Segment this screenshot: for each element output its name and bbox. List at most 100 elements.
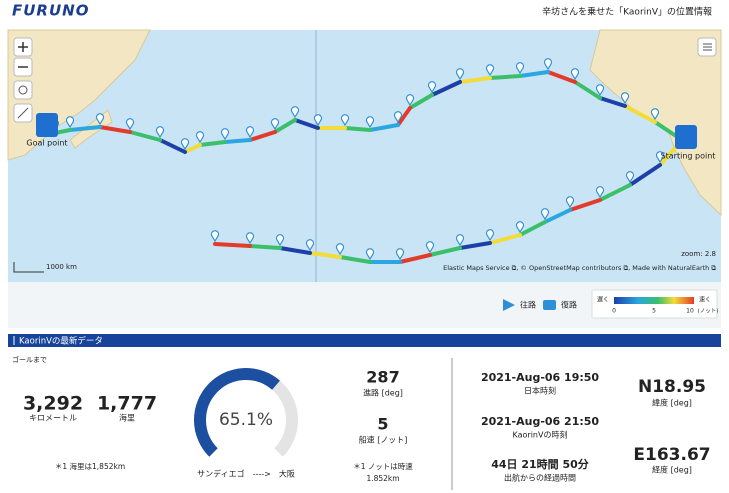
route-segment — [128, 130, 162, 142]
section-bar — [8, 334, 721, 347]
elapsed-label: 出航からの経過時間 — [504, 473, 576, 483]
japan-time: 2021-Aug-06 19:50 — [481, 371, 599, 384]
route-segment — [430, 80, 462, 97]
position-pin — [427, 81, 437, 94]
distance-heading: ゴールまで — [12, 355, 47, 364]
legend-slow: 遅く — [597, 297, 609, 304]
distance-km: 3,292 — [23, 393, 83, 415]
route-segment — [458, 76, 492, 84]
route-segment — [338, 255, 372, 264]
position-pin — [485, 229, 495, 242]
route-segment — [518, 70, 550, 78]
legend-tick: 5 — [652, 308, 656, 315]
route-segment — [343, 126, 372, 132]
position-pin — [650, 108, 660, 121]
gauge-progress — [194, 368, 280, 457]
route-segment — [248, 244, 282, 250]
route-segment — [248, 130, 277, 142]
section-title: KaorinⅤの最新データ — [19, 336, 103, 347]
position-pin — [620, 92, 630, 105]
japan-label: 日本時刻 — [524, 386, 556, 396]
route-segment — [308, 251, 342, 259]
route-segment — [158, 138, 187, 154]
locate[interactable] — [13, 80, 33, 100]
position-pin — [393, 111, 403, 124]
speed-value: 5 — [377, 415, 388, 434]
legend-tick: 0 — [612, 308, 616, 315]
position-pin — [543, 58, 553, 71]
route-segment — [488, 74, 522, 80]
route-segment — [273, 118, 297, 134]
position-pin — [625, 171, 635, 184]
route-segment — [568, 198, 602, 212]
start-label: Starting point — [661, 152, 716, 161]
position-pin — [180, 138, 190, 151]
longitude: E163.67 — [633, 445, 710, 465]
position-pin — [405, 94, 415, 107]
position-pin — [220, 128, 230, 141]
legend-fast: 速く — [699, 297, 711, 304]
route-segment — [546, 70, 577, 84]
route-segment — [598, 183, 632, 202]
position-pin — [305, 239, 315, 252]
position-pin — [95, 113, 105, 126]
position-pin — [515, 221, 525, 234]
route-segment — [623, 104, 657, 124]
route-segment — [98, 125, 132, 134]
route-segment — [223, 138, 252, 144]
latitude-label: 緯度 [deg] — [652, 398, 692, 408]
position-pin — [340, 114, 350, 127]
km-unit: キロメートル — [29, 414, 77, 423]
icon — [703, 43, 712, 51]
route-segment — [458, 241, 492, 250]
legend-return: 復路 — [561, 300, 577, 310]
route-segment — [198, 140, 227, 147]
route-segment — [396, 106, 412, 127]
route-label: サンディエゴ ----> 大阪 — [197, 469, 295, 479]
position-pin — [290, 106, 300, 119]
start-flag — [675, 125, 697, 149]
route-segment — [183, 143, 202, 154]
position-pin — [275, 234, 285, 247]
zoom-controls[interactable] — [13, 37, 717, 123]
position-pin — [270, 118, 280, 131]
course-unit: 進路 [deg] — [363, 388, 403, 398]
position-pin — [655, 151, 665, 164]
progress-label: 65.1% — [219, 410, 273, 430]
local-time: 2021-Aug-06 21:50 — [481, 415, 599, 428]
position-pin — [365, 116, 375, 129]
position-pin — [313, 114, 323, 127]
position-pin — [195, 131, 205, 144]
legend-outbound: 往路 — [520, 300, 536, 310]
position-pin — [595, 84, 605, 97]
position-pin — [210, 230, 220, 243]
route-segment — [293, 118, 320, 130]
position-pin — [245, 232, 255, 245]
nm-unit: 海里 — [119, 413, 135, 423]
route-segment — [543, 208, 572, 224]
position-pin — [365, 248, 375, 261]
icon — [18, 85, 28, 95]
position-pin — [540, 208, 550, 221]
position-pin — [65, 116, 75, 129]
position-pin — [565, 196, 575, 209]
route-segment — [398, 253, 432, 264]
map: Goal point Starting point 1000 km zoom: … — [7, 29, 722, 282]
speed-note: 1.852km — [366, 474, 399, 483]
return-icon — [543, 300, 556, 310]
route-segment — [408, 93, 434, 110]
course-value: 287 — [366, 368, 399, 387]
position-pin — [395, 248, 405, 261]
position-pin — [485, 64, 495, 77]
icon — [18, 42, 28, 52]
position-pin — [245, 126, 255, 139]
logo: FURUNO — [12, 2, 89, 20]
route-segment — [488, 233, 522, 245]
route-segment — [368, 123, 400, 132]
speed-gradient — [614, 297, 694, 304]
goal-label: Goal point — [26, 139, 67, 148]
page-title: 辛坊さんを乗せた「KaorinⅤ」の位置情報 — [542, 6, 712, 18]
speed-unit: 船速 [ノット] — [359, 435, 408, 445]
position-pin — [155, 126, 165, 139]
